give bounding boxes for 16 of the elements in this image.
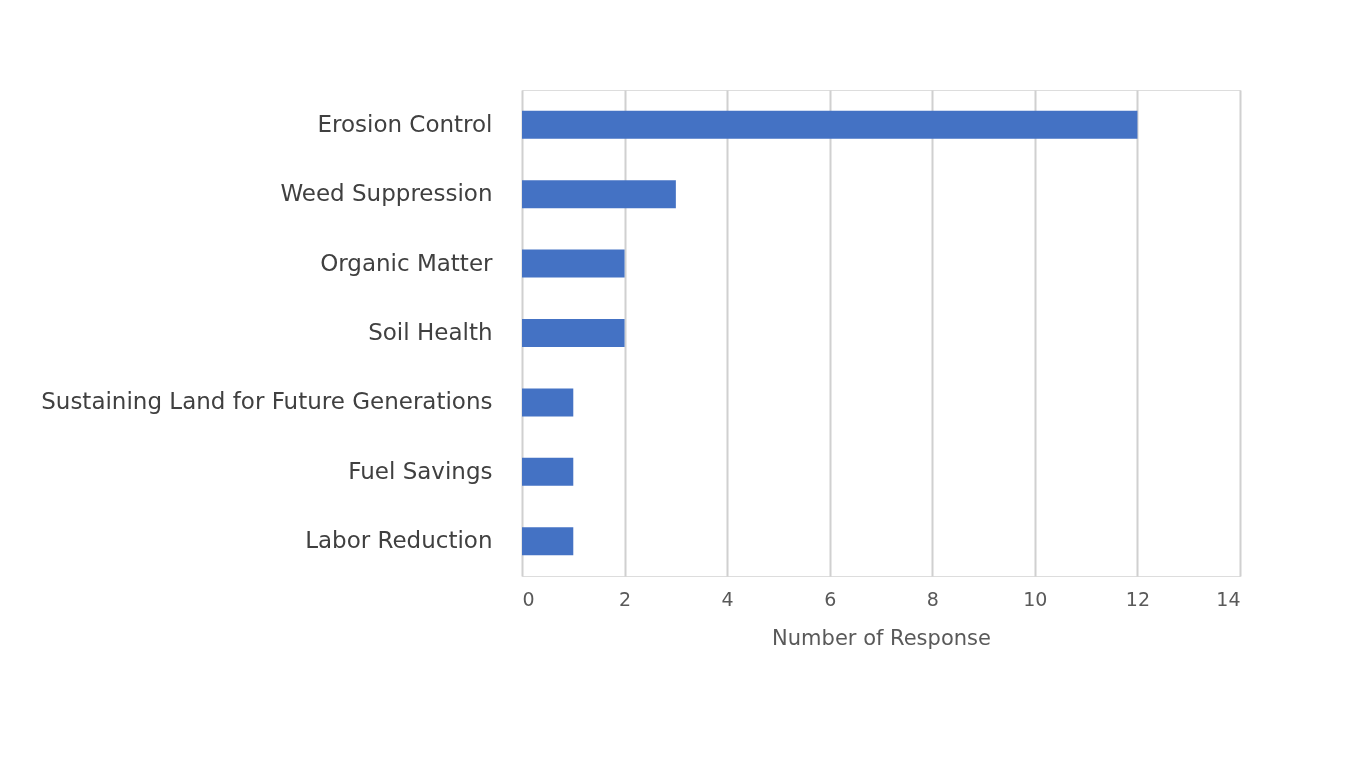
y-tick-label: Weed Suppression	[280, 180, 493, 207]
y-tick-label: Fuel Savings	[348, 457, 493, 484]
x-axis-title: Number of Response	[772, 625, 991, 650]
y-tick-label: Erosion Control	[317, 110, 493, 137]
y-tick-label: Sustaining Land for Future Generations	[41, 388, 493, 415]
x-tick-label: 12	[1125, 587, 1151, 610]
x-tick-label: 6	[824, 587, 837, 610]
x-tick-label: 14	[1216, 587, 1241, 610]
y-tick-label: Organic Matter	[320, 249, 494, 276]
x-tick-label: 4	[721, 587, 734, 610]
x-tick-label: 8	[926, 587, 939, 610]
y-tick-label: Soil Health	[368, 319, 493, 345]
x-tick-label: 2	[619, 587, 632, 610]
x-tick-label: 10	[1023, 587, 1048, 610]
y-tick-label: Labor Reduction	[305, 527, 493, 554]
x-tick-label: 0	[522, 587, 535, 610]
